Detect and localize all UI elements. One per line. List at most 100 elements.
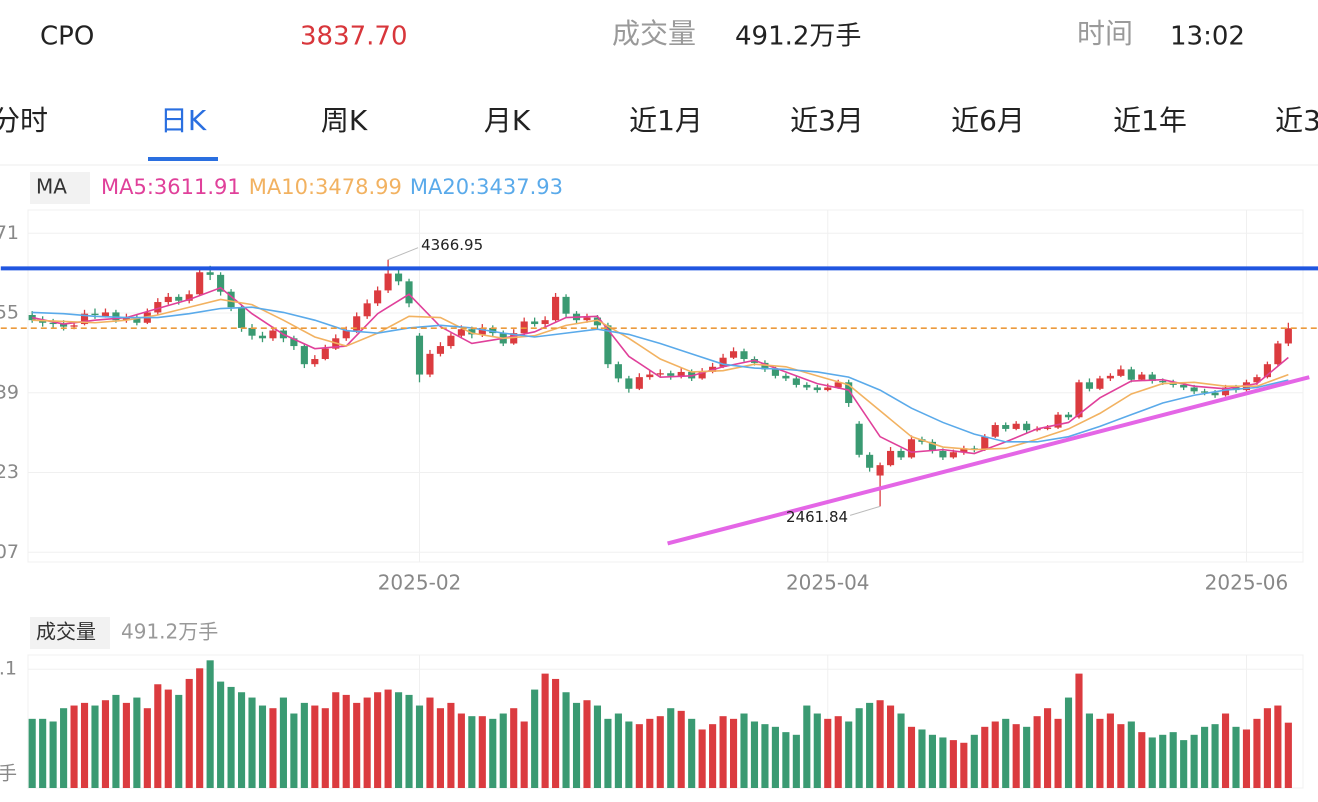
x-tick-label: 2025-06 [1205, 571, 1289, 595]
volume-bar [164, 689, 172, 788]
volume-bar [1054, 718, 1062, 788]
volume-bar [866, 702, 874, 788]
volume-bar [1023, 726, 1031, 788]
volume-bar [824, 718, 832, 788]
candle-body [1148, 374, 1156, 382]
candle-body [1012, 423, 1020, 429]
candle-body [520, 321, 528, 334]
candle-body [876, 465, 884, 476]
volume-bar [39, 718, 47, 788]
price: 3837.70 [300, 22, 408, 52]
candle-body [834, 382, 842, 388]
volume-bar [740, 713, 748, 788]
candle-body [290, 338, 298, 347]
candle-body [740, 351, 748, 360]
volume-bar [572, 702, 581, 788]
volume-title: 成交量 [36, 620, 96, 644]
volume-bar [1085, 713, 1094, 788]
volume-bar [332, 692, 340, 788]
candle-body [415, 335, 424, 375]
volume-bar [552, 678, 560, 788]
volume-bar [834, 716, 842, 788]
tab[interactable]: 分时 [0, 104, 48, 137]
volume-bar [489, 718, 497, 788]
candle-body [1138, 374, 1146, 380]
volume-bar [562, 692, 570, 788]
candle-body [91, 313, 99, 315]
candle-body [1023, 423, 1031, 431]
tab[interactable]: 近1月 [629, 104, 703, 137]
volume-bar [28, 718, 36, 788]
volume-bar [1201, 726, 1209, 788]
candle-body [562, 296, 570, 314]
volume-bar [70, 705, 78, 788]
volume-bar [101, 700, 110, 788]
volume-bar [60, 708, 68, 788]
candle-body [656, 373, 664, 375]
y-tick-label: 2107 [0, 541, 19, 563]
candle-body [436, 346, 444, 354]
candle-body [593, 317, 602, 326]
volume-bar [1232, 726, 1240, 788]
candle-body [1044, 427, 1052, 429]
volume-bar [374, 692, 382, 788]
plot-frame [27, 209, 1304, 563]
tab[interactable]: 近1年 [1113, 104, 1187, 137]
candle-body [792, 378, 800, 385]
candle-body [604, 325, 612, 365]
candle-body [782, 375, 790, 379]
legend-entry: MA20:3437.93 [410, 175, 563, 199]
tab[interactable]: 近3月 [790, 104, 864, 137]
volume-bar [133, 697, 141, 788]
volume-bar [384, 689, 392, 788]
candle-body [154, 302, 162, 313]
candle-body [1075, 382, 1083, 418]
candle-body [1221, 387, 1230, 396]
candle-body [258, 335, 267, 339]
y-tick-label: 3955 [0, 302, 19, 324]
volume-bar [1138, 732, 1146, 788]
candle-body [614, 364, 622, 379]
volume-bar [887, 705, 895, 788]
volume-frame [27, 654, 1304, 789]
candle-body [541, 320, 549, 325]
candle-body [1274, 343, 1282, 365]
volume-bar [143, 708, 151, 788]
volume-bar [656, 716, 664, 788]
candle-body [1211, 392, 1219, 396]
candle-body [1064, 414, 1073, 418]
volume-bar [311, 705, 319, 788]
min-label: 2461.84 [786, 508, 848, 526]
candle-body [1201, 391, 1209, 393]
tab[interactable]: 日K [160, 104, 207, 137]
candle-body [478, 327, 486, 335]
candle-body [824, 387, 832, 391]
volume-bar [217, 681, 225, 788]
candle-body [300, 346, 308, 365]
tab[interactable]: 近6月 [951, 104, 1025, 137]
candle-body [761, 362, 769, 370]
candle-body [845, 382, 853, 404]
volume-bar [468, 716, 476, 788]
volume-bar [1044, 708, 1052, 788]
volume-bar [206, 660, 214, 788]
volume-bar [1242, 729, 1251, 788]
candle-body [405, 281, 413, 304]
candle-body [928, 441, 936, 451]
volume-bar [918, 729, 926, 788]
candle-body [635, 377, 643, 389]
candle-body [133, 317, 141, 323]
volume-bar [541, 673, 549, 788]
candle-body [960, 448, 968, 453]
tab[interactable]: 周K [321, 104, 368, 137]
tab[interactable]: 近3年 [1275, 104, 1318, 137]
ma-line [32, 286, 1289, 455]
candle-body [353, 316, 361, 331]
volume-bar [185, 678, 193, 788]
candle-body [384, 273, 392, 291]
indicator-label: MA [36, 175, 67, 199]
candle-body [510, 333, 518, 344]
tab[interactable]: 月K [484, 104, 531, 137]
volume-bar [342, 694, 350, 788]
volume-bar [771, 726, 779, 788]
